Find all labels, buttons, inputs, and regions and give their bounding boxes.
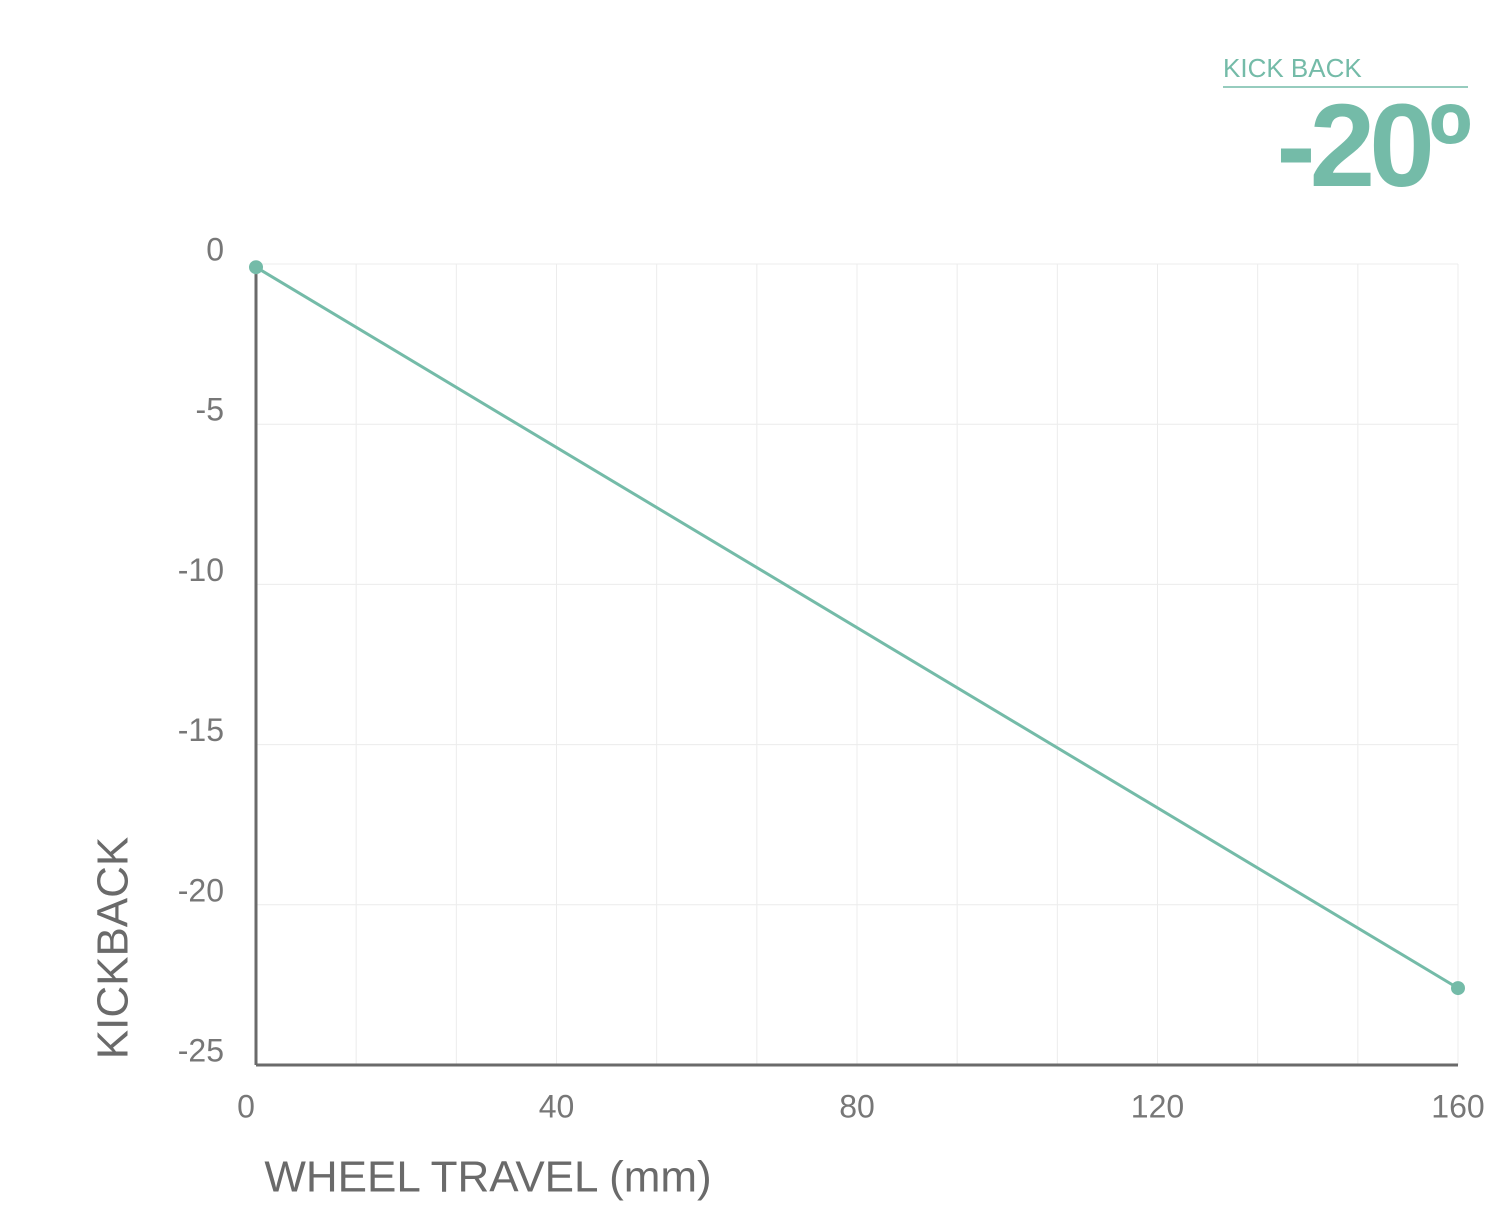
x-tick-label: 80 xyxy=(839,1088,875,1124)
x-tick-label: 160 xyxy=(1431,1088,1484,1124)
y-tick-label: -5 xyxy=(196,392,224,428)
data-point xyxy=(249,260,263,275)
y-tick-label: 0 xyxy=(206,231,224,267)
x-axis-label: WHEEL TRAVEL (mm) xyxy=(264,1153,711,1202)
data-point xyxy=(1451,981,1465,996)
data-line xyxy=(255,265,1459,990)
annotation-label: KICK BACK xyxy=(1223,53,1362,83)
x-tick-label: 120 xyxy=(1131,1088,1184,1124)
annotation-value: -20º xyxy=(1276,80,1471,212)
y-tick-label: -25 xyxy=(178,1032,224,1068)
y-axis-label: KICKBACK xyxy=(89,837,138,1060)
y-tick-label: -15 xyxy=(178,712,224,748)
y-tick-label: -10 xyxy=(178,552,224,588)
x-tick-label: 40 xyxy=(539,1088,575,1124)
x-tick-label: 0 xyxy=(237,1088,255,1124)
y-tick-label: -20 xyxy=(178,872,224,908)
